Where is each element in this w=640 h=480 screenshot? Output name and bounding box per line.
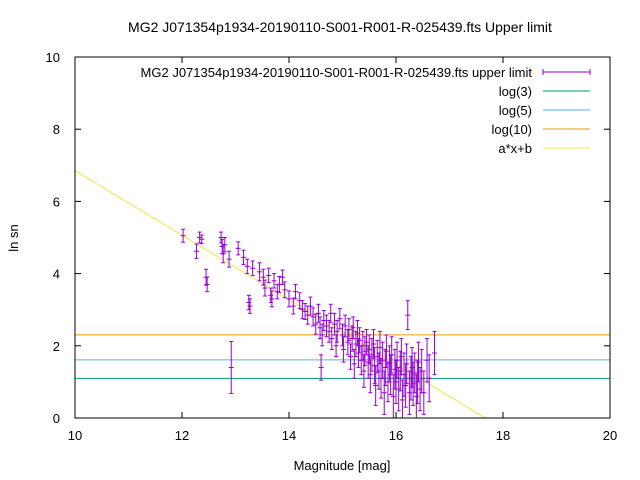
- data-point: [257, 262, 263, 282]
- data-point: [269, 290, 275, 308]
- data-point: [193, 243, 199, 259]
- y-tick-label: 4: [53, 267, 60, 282]
- data-point: [377, 330, 383, 365]
- data-point: [292, 283, 298, 300]
- data-point: [341, 336, 347, 363]
- data-point: [315, 303, 321, 323]
- data-point: [371, 329, 377, 359]
- data-point: [222, 237, 228, 253]
- data-point: [241, 249, 247, 266]
- legend-label: a*x+b: [498, 141, 532, 156]
- y-tick-label: 10: [46, 50, 60, 65]
- data-point: [235, 241, 241, 256]
- data-point: [333, 334, 339, 358]
- data-point: [299, 300, 305, 320]
- data-point: [197, 231, 203, 244]
- y-tick-label: 8: [53, 122, 60, 137]
- legend-label: log(3): [499, 84, 532, 99]
- data-point: [350, 316, 356, 340]
- plot-frame: [74, 56, 611, 419]
- data-point: [290, 297, 296, 315]
- x-tick-label: 10: [68, 428, 82, 443]
- x-tick-label: 18: [496, 428, 510, 443]
- data-point: [302, 303, 308, 320]
- data-point: [357, 327, 363, 354]
- x-tick-label: 14: [282, 428, 296, 443]
- y-axis-label: ln sn: [6, 224, 21, 251]
- data-point: [367, 356, 373, 394]
- chart-title: MG2 J071354p1934-20190110-S001-R001-R-02…: [128, 19, 552, 35]
- data-point: [389, 336, 395, 374]
- legend-label: MG2 J071354p1934-20190110-S001-R001-R-02…: [141, 65, 533, 80]
- data-point: [247, 298, 253, 314]
- data-point: [180, 228, 186, 243]
- data-point: [246, 294, 252, 311]
- legend-label: log(10): [492, 122, 532, 137]
- y-tick-label: 2: [53, 339, 60, 354]
- data-point: [204, 276, 210, 293]
- y-tick-label: 0: [53, 411, 60, 426]
- data-point: [334, 320, 340, 343]
- data-point: [280, 269, 286, 285]
- data-point: [297, 292, 303, 310]
- data-point: [342, 314, 348, 338]
- data-point: [394, 341, 400, 379]
- x-tick-label: 20: [603, 428, 617, 443]
- data-point: [409, 347, 415, 388]
- data-point: [262, 279, 268, 297]
- data-point: [328, 303, 334, 323]
- data-point: [345, 329, 351, 356]
- legend-item: a*x+b: [498, 141, 590, 156]
- data-point: [329, 327, 335, 350]
- data-point: [380, 341, 386, 379]
- data-point: [310, 307, 316, 327]
- data-point: [405, 300, 411, 331]
- data-point: [282, 281, 288, 299]
- axes-layer: 10 12 14 16 18 20 0 2 4 6 8 10: [46, 50, 618, 443]
- legend-item: log(10): [492, 122, 590, 137]
- data-point: [250, 260, 256, 276]
- legend-item: log(5): [499, 103, 590, 118]
- legend-item: log(3): [499, 84, 590, 99]
- data-point: [404, 343, 410, 385]
- data-point: [426, 354, 432, 403]
- legend-label: log(5): [499, 103, 532, 118]
- data-point: [337, 308, 343, 330]
- data-point: [307, 296, 313, 316]
- legend-item: MG2 J071354p1934-20190110-S001-R001-R-02…: [141, 65, 591, 80]
- data-point: [321, 309, 327, 332]
- x-tick-label: 16: [389, 428, 403, 443]
- plot-layer: [75, 170, 610, 418]
- data-point: [244, 258, 250, 275]
- plot-content: [75, 170, 610, 418]
- data-point: [398, 338, 404, 376]
- legend: MG2 J071354p1934-20190110-S001-R001-R-02…: [141, 65, 591, 156]
- data-point: [393, 359, 399, 405]
- y-tick-label: 6: [53, 194, 60, 209]
- data-point: [348, 343, 354, 370]
- data-point: [361, 354, 367, 388]
- data-point: [286, 290, 292, 308]
- data-point: [318, 354, 324, 381]
- data-point: [323, 314, 329, 338]
- data-point: [199, 234, 205, 245]
- data-point: [271, 273, 277, 289]
- data-point: [266, 267, 272, 284]
- data-point: [346, 318, 352, 341]
- data-point: [421, 370, 427, 415]
- data-point: [340, 323, 345, 347]
- x-tick-label: 12: [175, 428, 189, 443]
- data-point: [228, 340, 234, 394]
- data-point: [432, 330, 438, 376]
- x-axis-label: Magnitude [mag]: [294, 458, 391, 473]
- data-point: [226, 250, 232, 268]
- data-point: [313, 313, 319, 335]
